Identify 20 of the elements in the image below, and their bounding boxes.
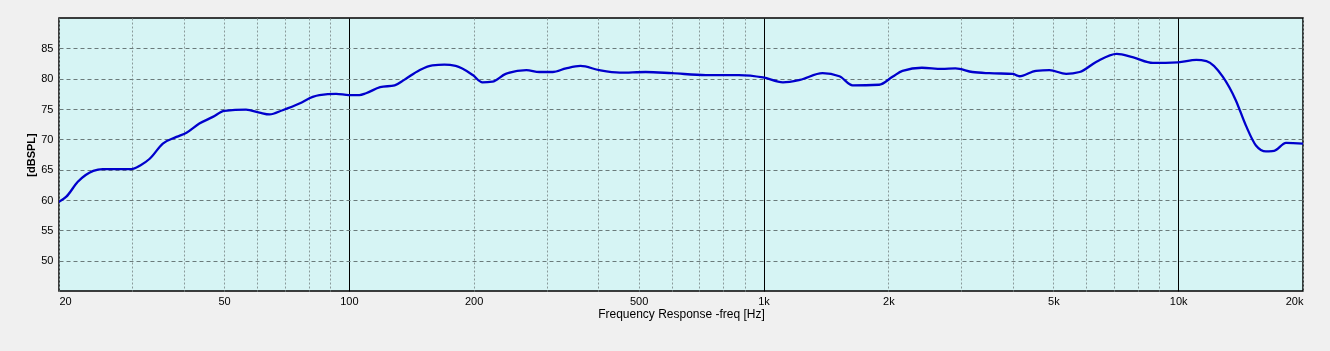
- x-tick-label: 50: [218, 294, 231, 307]
- y-tick-label: 75: [41, 102, 54, 115]
- y-tick-label: 80: [41, 72, 54, 85]
- y-tick-label: 85: [41, 41, 54, 54]
- x-tick-label: 20k: [1285, 294, 1304, 307]
- x-tick-label: 500: [630, 294, 649, 307]
- x-tick-label: 2k: [883, 294, 896, 307]
- y-axis-title: [dBSPL]: [25, 132, 38, 177]
- x-tick-label: 100: [340, 294, 359, 307]
- y-tick-label: 65: [41, 163, 54, 176]
- x-tick-label: 10k: [1169, 294, 1189, 307]
- x-axis-title: Frequency Response -freq [Hz]: [598, 306, 765, 321]
- y-tick-label: 55: [41, 223, 54, 236]
- y-tick-label: 50: [41, 254, 54, 267]
- x-tick-label: 1k: [758, 294, 771, 307]
- x-tick-label: 5k: [1048, 294, 1061, 307]
- x-tick-label: 20: [59, 294, 72, 307]
- y-tick-label: 70: [41, 132, 54, 145]
- x-tick-label: 200: [464, 294, 484, 307]
- y-tick-label: 60: [41, 193, 54, 206]
